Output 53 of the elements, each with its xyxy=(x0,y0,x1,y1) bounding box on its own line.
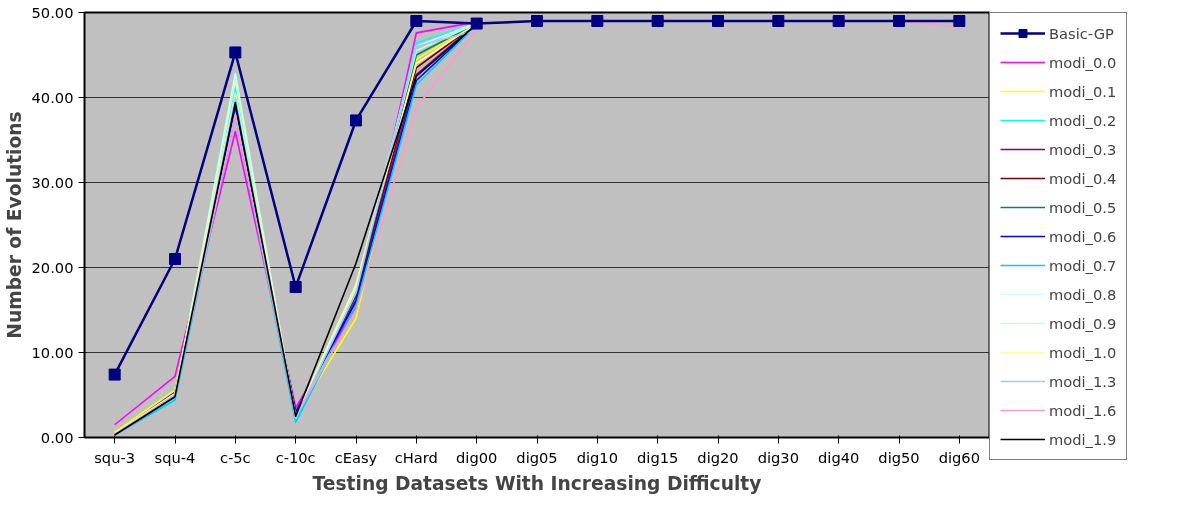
y-tick-label: 20.00 xyxy=(31,258,74,276)
legend-label: modi_1.9 xyxy=(1049,430,1117,448)
y-tick-label: 50.00 xyxy=(31,3,74,21)
x-tick-label: dig30 xyxy=(757,448,799,466)
x-tick-label: cHard xyxy=(394,448,438,466)
x-tick-label: squ-3 xyxy=(94,448,136,466)
x-axis-title: Testing Datasets With Increasing Difficulty xyxy=(312,472,762,494)
legend-label: modi_0.2 xyxy=(1049,111,1117,129)
x-tick-label: dig10 xyxy=(576,448,618,466)
point xyxy=(108,368,121,381)
x-tick-label: c-5c xyxy=(219,448,251,466)
point xyxy=(953,15,966,27)
point xyxy=(772,15,785,27)
legend-label: modi_0.6 xyxy=(1049,227,1117,245)
y-tick-label: 0.00 xyxy=(40,428,74,446)
point xyxy=(893,15,905,27)
x-tick-label: dig15 xyxy=(637,448,679,466)
point xyxy=(350,114,362,127)
legend-label: modi_1.0 xyxy=(1049,343,1117,361)
legend-label: modi_1.6 xyxy=(1049,401,1117,419)
legend-label: Basic-GP xyxy=(1049,24,1114,42)
point xyxy=(651,15,664,27)
point xyxy=(712,15,724,27)
point xyxy=(289,281,302,294)
point xyxy=(169,253,181,265)
legend-label: modi_0.4 xyxy=(1049,169,1117,187)
point xyxy=(531,15,543,27)
x-tick-label: dig40 xyxy=(818,448,860,466)
x-tick-label: squ-4 xyxy=(154,448,196,466)
y-axis-title: Number of Evolutions xyxy=(3,111,25,339)
x-tick-label: dig50 xyxy=(878,448,920,466)
x-tick-label: cEasy xyxy=(334,448,378,466)
x-tick-label: c-10c xyxy=(275,448,316,466)
legend-label: modi_0.7 xyxy=(1049,256,1117,274)
legend-label: modi_0.0 xyxy=(1049,53,1117,71)
y-tick-label: 30.00 xyxy=(31,173,74,191)
point xyxy=(229,46,242,59)
legend-label: modi_0.9 xyxy=(1049,314,1117,332)
point xyxy=(410,15,423,27)
point xyxy=(470,17,483,30)
point xyxy=(591,15,604,27)
legend-label: modi_0.5 xyxy=(1049,198,1117,216)
point xyxy=(832,15,845,27)
y-tick-label: 10.00 xyxy=(31,343,74,361)
x-tick-label: dig60 xyxy=(938,448,980,466)
x-tick-label: dig05 xyxy=(516,448,558,466)
legend-label: modi_0.3 xyxy=(1049,140,1117,158)
legend-label: modi_0.8 xyxy=(1049,285,1117,303)
x-tick-label: dig00 xyxy=(456,448,498,466)
legend-label: modi_0.1 xyxy=(1049,82,1117,100)
legend-label: modi_1.3 xyxy=(1049,372,1117,390)
y-tick-label: 40.00 xyxy=(31,88,74,106)
x-tick-label: dig20 xyxy=(697,448,739,466)
